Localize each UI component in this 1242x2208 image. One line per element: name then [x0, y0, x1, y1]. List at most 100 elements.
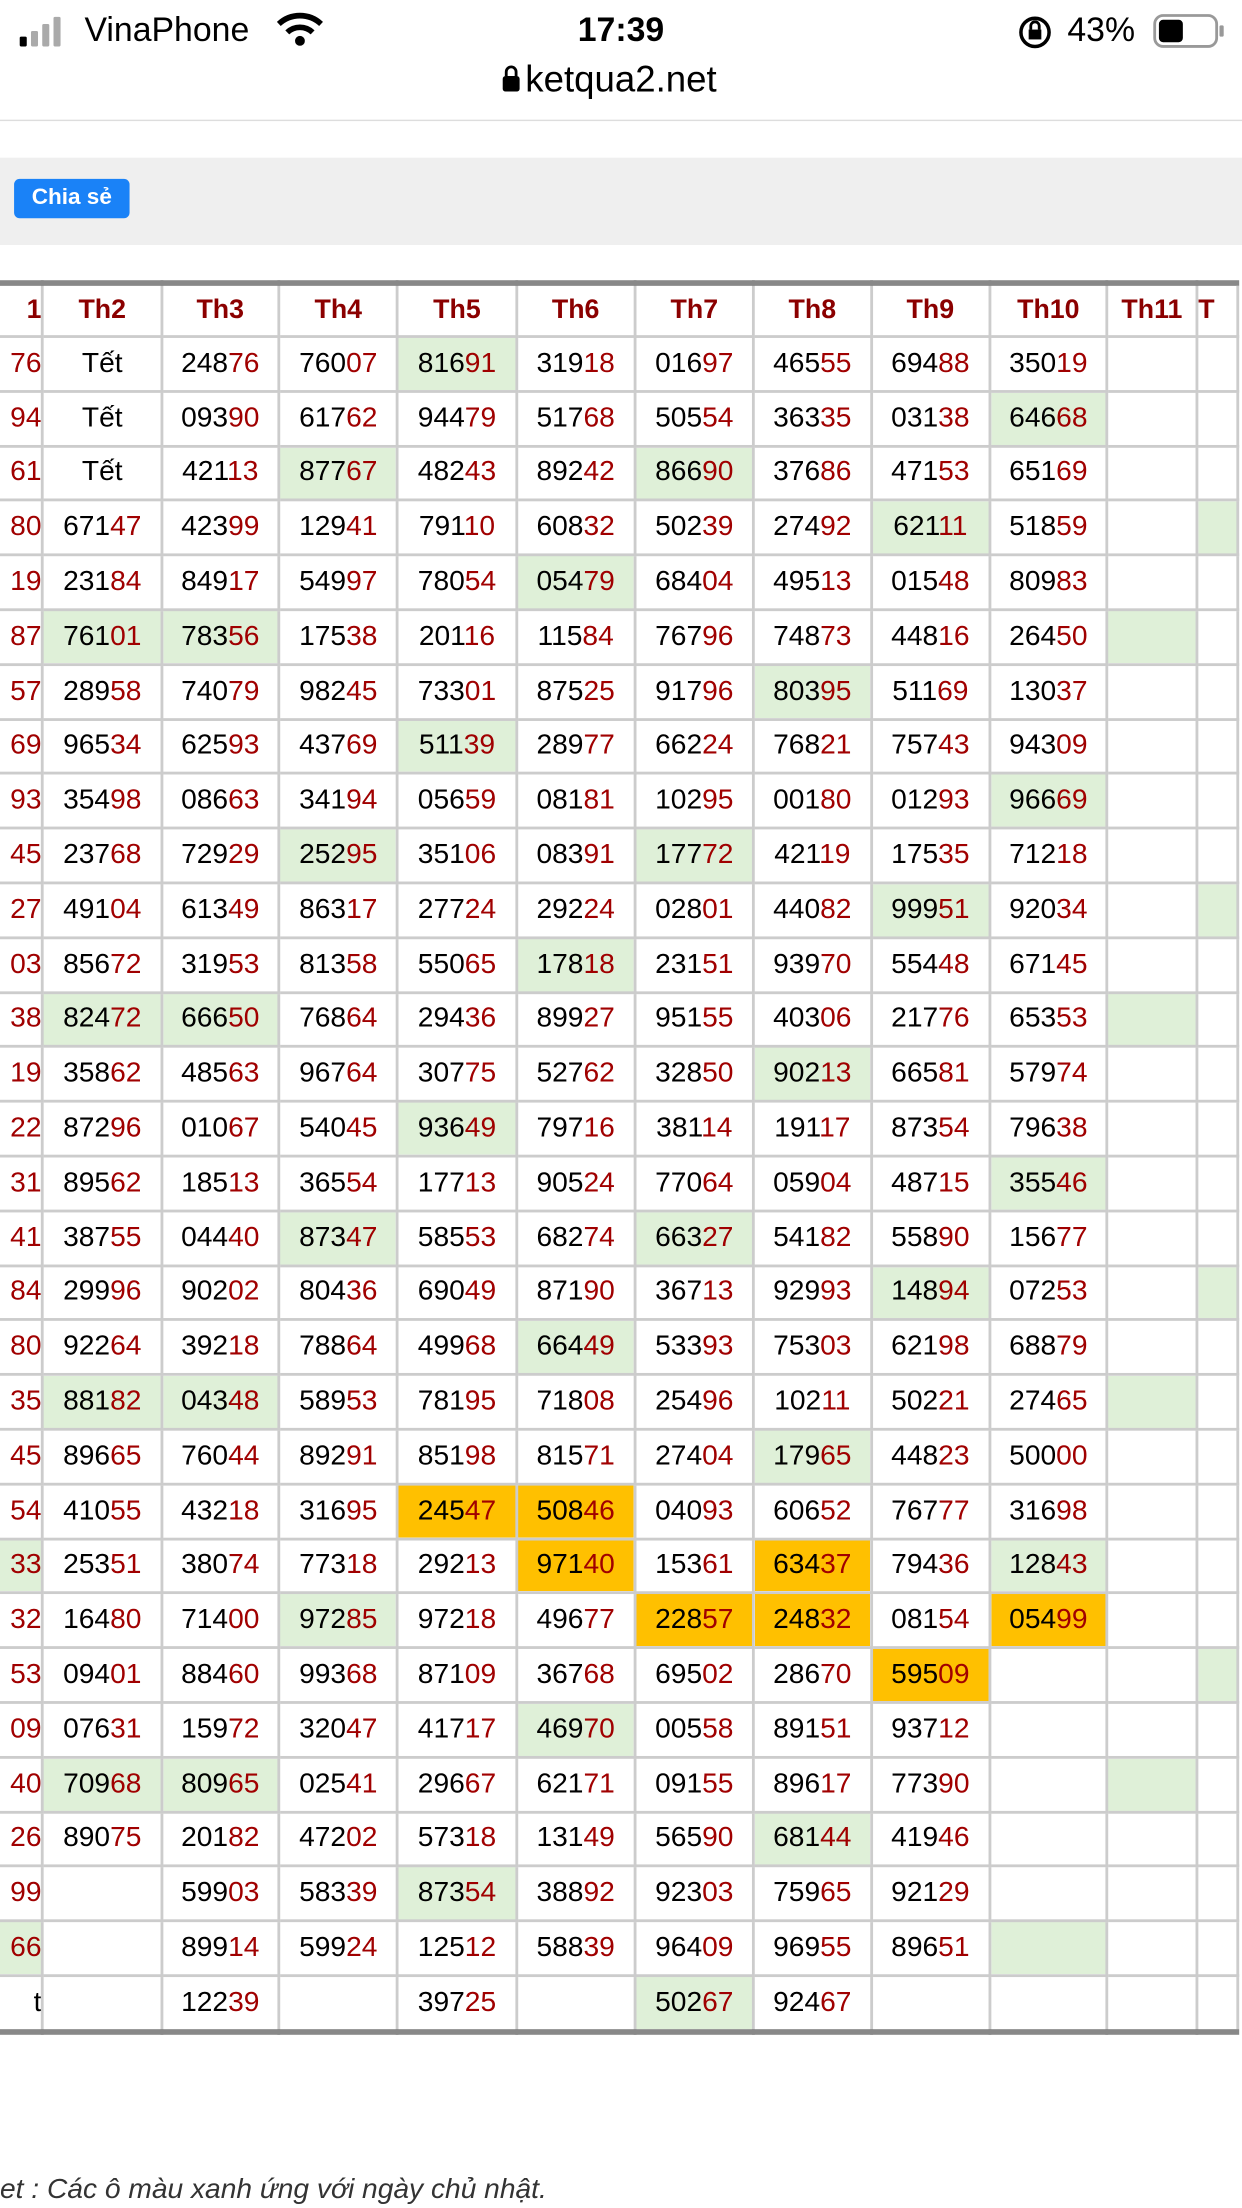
table-cell: 76007	[277, 335, 400, 393]
table-cell: 74873	[752, 608, 873, 666]
table-cell	[1195, 1263, 1240, 1322]
table-row: 40 70968 80965 02541 29667 62171 09155 89617 773…	[0, 1755, 1240, 1814]
table-cell: 96764	[277, 1045, 400, 1103]
table-cell: 93970	[752, 936, 873, 994]
url[interactable]: ketqua2.net	[525, 57, 717, 100]
table-row: 41 38755 04440 87347 58553 68274 66327 54182 558…	[0, 1209, 1240, 1267]
table-cell: 87354	[869, 1100, 992, 1158]
table-cell: 35546	[988, 1154, 1109, 1213]
table-row: 31 89562 18513 36554 17713 90524 77064 05904 487…	[0, 1154, 1240, 1213]
table-cell: 89665	[41, 1427, 163, 1486]
table-cell: 51139	[396, 717, 518, 776]
table-cell: 20182	[160, 1810, 281, 1868]
table-cell: Tết	[41, 335, 163, 393]
lock-rotation-icon	[1019, 16, 1051, 49]
table-cell: 61762	[277, 389, 400, 448]
table-cell: 31698	[988, 1482, 1109, 1540]
table-cell: 76777	[869, 1482, 992, 1540]
table-cell: 68879	[988, 1318, 1109, 1376]
table-cell: 53	[0, 1646, 45, 1704]
table-cell: 84	[0, 1263, 45, 1322]
table-cell	[1195, 717, 1240, 776]
table-row: 32 16480 71400 97285 97218 49677 22857 24832 081…	[0, 1591, 1240, 1650]
table-cell: 08154	[869, 1591, 992, 1650]
table-cell	[988, 1919, 1109, 1977]
table-row: 54 41055 43218 31695 24547 50846 04093 60652 767…	[0, 1482, 1240, 1540]
table-cell: 38755	[41, 1209, 163, 1267]
table-cell: 47153	[869, 444, 992, 502]
table-cell: 35106	[396, 826, 518, 885]
table-row: 27 49104 61349 86317 27724 29224 02801 44082 999…	[0, 881, 1240, 939]
table-cell: 61	[0, 444, 45, 502]
table-cell: 37686	[752, 444, 873, 502]
table-cell: 80	[0, 1318, 45, 1376]
table-cell: 89242	[514, 444, 637, 502]
table-cell: 31695	[277, 1482, 400, 1540]
table-cell: Tết	[41, 444, 163, 502]
table-cell: 50239	[633, 499, 756, 557]
table-cell	[1105, 1974, 1199, 2033]
table-cell: 69049	[396, 1263, 518, 1322]
table-cell: Tết	[41, 389, 163, 448]
table-cell	[1195, 990, 1240, 1049]
table-cell: 89562	[41, 1154, 163, 1213]
wifi-icon	[276, 12, 323, 46]
table-cell	[1105, 444, 1199, 502]
table-cell	[1195, 1154, 1240, 1213]
table-cell: 69488	[869, 335, 992, 393]
table-cell	[1195, 1755, 1240, 1814]
column-header: Th9	[869, 281, 992, 338]
table-cell: 62593	[160, 717, 281, 776]
table-cell: 74079	[160, 662, 281, 721]
table-cell	[1105, 1591, 1199, 1650]
table-cell	[1105, 1263, 1199, 1322]
table-cell: 80436	[277, 1263, 400, 1322]
table-cell: 40	[0, 1755, 45, 1814]
table-cell	[1195, 1810, 1240, 1868]
table-cell: 04093	[633, 1482, 756, 1540]
table-cell: 89075	[41, 1810, 163, 1868]
share-button[interactable]: Chia sẻ	[14, 178, 130, 219]
table-cell: 27492	[752, 499, 873, 557]
toolbar	[0, 157, 1242, 246]
table-cell: 08663	[160, 772, 281, 830]
table-cell	[1105, 1318, 1199, 1376]
battery-percent: 43%	[1067, 11, 1136, 50]
table-cell: 70968	[41, 1755, 163, 1814]
table-cell: 96955	[752, 1919, 873, 1977]
table-cell	[988, 1646, 1109, 1704]
table-cell: 42119	[752, 826, 873, 885]
table-cell: 89927	[514, 990, 637, 1049]
table-cell: 67147	[41, 499, 163, 557]
table-cell: 25496	[633, 1373, 756, 1431]
table-cell: 29436	[396, 990, 518, 1049]
table-cell: 68274	[514, 1209, 637, 1267]
table-cell: 54997	[277, 553, 400, 612]
table-cell: 76101	[41, 608, 163, 666]
table-row: 33 25351 38074 77318 29213 97140 15361 63437 794…	[0, 1537, 1240, 1595]
table-cell: 36713	[633, 1263, 756, 1322]
table-cell	[988, 1974, 1109, 2033]
table-cell: 77318	[277, 1537, 400, 1595]
table-cell: 78054	[396, 553, 518, 612]
table-cell: 54182	[752, 1209, 873, 1267]
table-row: 61 Tết 42113 87767 48243 89242 86690 37686 47153…	[0, 444, 1240, 502]
table-cell: 47202	[277, 1810, 400, 1868]
table-row: 19 35862 48563 96764 30775 52762 32850 90213 665…	[0, 1045, 1240, 1103]
table-cell: 87525	[514, 662, 637, 721]
table-cell: 87296	[41, 1100, 163, 1158]
table-cell: 48243	[396, 444, 518, 502]
table-cell	[1195, 881, 1240, 939]
table-cell: 24876	[160, 335, 281, 393]
table-cell: 00180	[752, 772, 873, 830]
table-cell	[1195, 1318, 1240, 1376]
table-cell: 31	[0, 1154, 45, 1213]
table-cell	[1195, 1700, 1240, 1759]
table-cell: 81358	[277, 936, 400, 994]
table-cell: 16480	[41, 1591, 163, 1650]
table-cell: 89291	[277, 1427, 400, 1486]
table-cell: 02801	[633, 881, 756, 939]
table-cell: 15677	[988, 1209, 1109, 1267]
table-cell: 46970	[514, 1700, 637, 1759]
table-cell	[988, 1755, 1109, 1814]
